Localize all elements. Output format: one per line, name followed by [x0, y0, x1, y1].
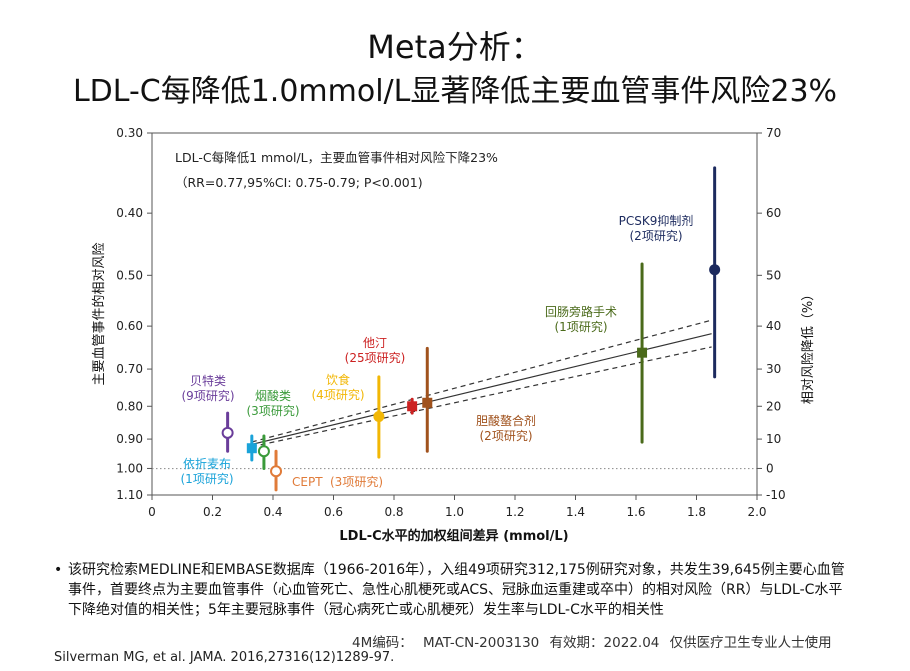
y-left-tick-label: 1.10 [116, 488, 143, 502]
group-3-point [407, 401, 418, 412]
footnote-text: 该研究检索MEDLINE和EMBASE数据库（1966-2016年），入组49项… [68, 562, 845, 618]
group-1-studies: (3项研究) [247, 403, 300, 418]
x-axis-label: LDL-C水平的加权组间差异 (mmol/L) [339, 528, 568, 544]
group-7-label: 依折麦布 [183, 456, 231, 471]
y-left-tick-label: 0.70 [116, 362, 143, 376]
group-8-point [270, 465, 283, 478]
group-7-studies: (1项研究) [181, 471, 234, 486]
y-left-tick-label: 0.30 [116, 126, 143, 140]
y-right-tick-label: 40 [766, 319, 781, 333]
x-tick-label: 1.6 [626, 505, 645, 519]
group-1-point [257, 445, 270, 458]
x-tick-label: 0.2 [203, 505, 222, 519]
y-left-tick-label: 0.50 [116, 268, 143, 282]
footnote-bullet: • [54, 562, 63, 578]
group-8-label: CEPT [292, 475, 323, 489]
x-tick-label: 1.4 [566, 505, 585, 519]
x-tick-label: 2.0 [747, 505, 766, 519]
group-5-label: 回肠旁路手术 [545, 304, 617, 319]
x-tick-label: 0.6 [324, 505, 343, 519]
group-2-label: 饮食 [326, 372, 350, 387]
x-tick-label: 0.4 [263, 505, 282, 519]
group-1-label: 烟酸类 [255, 388, 291, 403]
regression-line [251, 333, 712, 445]
group-4-label: 胆酸螯合剂 [476, 413, 536, 428]
group-2-point [373, 411, 385, 423]
citation: Silverman MG, et al. JAMA. 2016,27316(12… [54, 650, 395, 665]
group-7-point [246, 443, 257, 454]
y-right-tick-label: 0 [766, 461, 774, 475]
document-code-line: 4M编码： MAT-CN-2003130 有效期：2022.04 仅供医疗卫生专… [352, 635, 832, 651]
group-6-studies: (2项研究) [630, 228, 683, 243]
y-right-tick-label: 20 [766, 399, 781, 413]
group-0-point [221, 426, 234, 439]
regression-ci-high [251, 346, 712, 448]
x-tick-label: 0 [148, 505, 156, 519]
group-3-studies: (25项研究) [345, 350, 406, 365]
annotation-line1: LDL-C每降低1 mmol/L，主要血管事件相对风险下降23% [175, 150, 498, 165]
y-right-tick-label: 10 [766, 432, 781, 446]
x-tick-label: 1.0 [445, 505, 464, 519]
group-5-studies: (1项研究) [555, 319, 608, 334]
y-axis-left-label: 主要血管事件的相对风险 [91, 242, 107, 385]
group-0-label: 贝特类 [190, 373, 226, 388]
y-right-tick-label: 70 [766, 126, 781, 140]
y-left-tick-label: 0.80 [116, 399, 143, 413]
group-4-studies: (2项研究) [480, 428, 533, 443]
regression-ci-low [251, 319, 712, 443]
y-axis-right-label: 相对风险降低（%） [801, 288, 816, 404]
y-right-tick-label: 60 [766, 206, 781, 220]
group-4-point [422, 397, 433, 408]
y-right-tick-label: 30 [766, 362, 781, 376]
y-left-tick-label: 1.00 [116, 461, 143, 475]
footnote: • 该研究检索MEDLINE和EMBASE数据库（1966-2016年），入组4… [54, 560, 848, 620]
group-0-studies: (9项研究) [182, 388, 235, 403]
group-3-label: 他汀 [363, 336, 387, 350]
x-tick-label: 1.8 [687, 505, 706, 519]
y-left-tick-label: 0.90 [116, 432, 143, 446]
y-left-tick-label: 0.40 [116, 206, 143, 220]
group-2-studies: (4项研究) [312, 387, 365, 402]
meta-analysis-chart: 0 0.2 0.4 0.6 0.8 1.0 1.2 1.4 1.6 1.8 2.0 0.30 0.40 0… [91, 126, 816, 544]
group-5-point [637, 347, 648, 358]
y-left-tick-label: 0.60 [116, 319, 143, 333]
annotation-line2: （RR=0.77,95%CI: 0.75-0.79; P<0.001) [175, 175, 423, 190]
y-right-tick-label: -10 [766, 488, 786, 502]
page-title-line1: Meta分析： [367, 28, 543, 66]
x-tick-label: 1.2 [505, 505, 524, 519]
y-right-tick-label: 50 [766, 268, 781, 282]
x-tick-label: 0.8 [384, 505, 403, 519]
page-title-line2: LDL-C每降低1.0mmol/L显著降低主要血管事件风险23% [72, 74, 838, 109]
group-6-point [709, 264, 721, 276]
group-6-label: PCSK9抑制剂 [619, 213, 694, 228]
group-8-studies: (3项研究) [330, 474, 383, 489]
